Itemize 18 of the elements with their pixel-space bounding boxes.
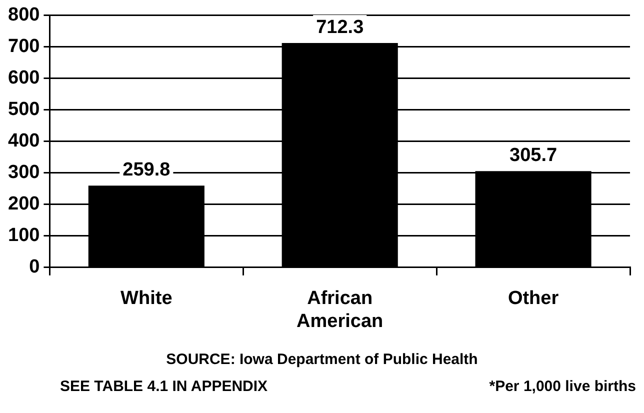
source-note: SOURCE: Iowa Department of Public Health — [165, 351, 479, 368]
y-tick-label: 100 — [8, 225, 40, 246]
x-tick-label: Other — [508, 288, 560, 310]
text: SEE TABLE 4.1 IN APPENDIX — [60, 378, 268, 395]
y-tick-label: 500 — [8, 99, 40, 120]
x-tick-label: White — [120, 288, 172, 310]
y-tick-label: 0 — [29, 256, 40, 278]
data-label: 712.3 — [316, 16, 364, 38]
y-tick-label: 300 — [8, 162, 40, 184]
y-tick-label: 600 — [8, 68, 40, 89]
y-tick-label: 200 — [8, 194, 40, 215]
data-label: 305.7 — [510, 144, 558, 166]
y-tick-label: 800 — [8, 4, 40, 26]
data-label: 259.8 — [122, 159, 170, 180]
y-tick-label: 400 — [8, 130, 40, 152]
y-tick-label: 700 — [8, 36, 40, 58]
x-tick-label: African American — [296, 288, 384, 332]
text: *Per 1,000 live births — [489, 378, 636, 395]
